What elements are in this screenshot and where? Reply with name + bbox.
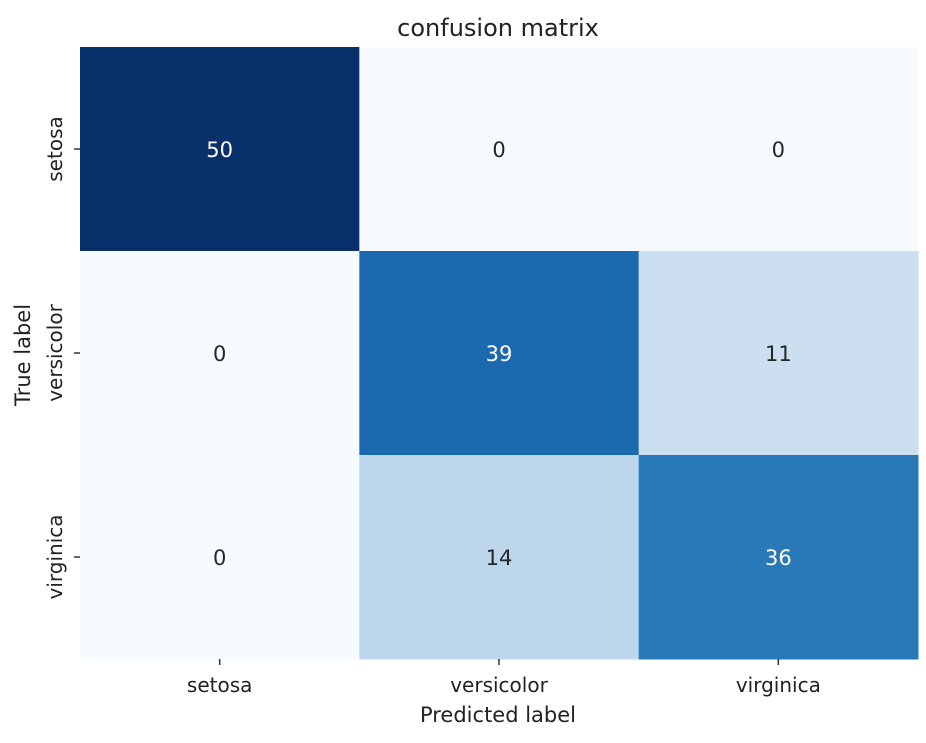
y-axis-ticks: setosa versicolor virginica xyxy=(43,116,80,600)
cell-value-labels: 50 0 0 0 39 11 0 14 36 xyxy=(206,138,791,570)
heatmap-cell-1-2 xyxy=(638,251,919,456)
heatmap-cells xyxy=(80,47,919,660)
cell-value-2-2: 36 xyxy=(765,546,792,570)
heatmap-cell-1-1 xyxy=(359,251,640,456)
x-axis-label: Predicted label xyxy=(420,703,576,727)
y-axis-label: True label xyxy=(11,304,35,407)
cell-value-0-0: 50 xyxy=(206,138,233,162)
y-tick-label-0: setosa xyxy=(43,116,67,181)
x-tick-label-0: setosa xyxy=(187,673,252,697)
chart-title: confusion matrix xyxy=(397,14,599,42)
cell-value-2-0: 0 xyxy=(213,546,226,570)
heatmap-cell-0-0 xyxy=(80,47,360,252)
y-tick-label-1: versicolor xyxy=(43,303,67,401)
y-tick-label-2: virginica xyxy=(43,515,67,600)
x-tick-label-1: versicolor xyxy=(450,673,548,697)
cell-value-1-2: 11 xyxy=(765,342,792,366)
cell-value-0-2: 0 xyxy=(772,138,785,162)
cell-value-2-1: 14 xyxy=(486,546,513,570)
cell-value-1-0: 0 xyxy=(213,342,226,366)
heatmap-cell-2-0 xyxy=(80,455,360,660)
x-axis-ticks: setosa versicolor virginica xyxy=(187,659,821,697)
heatmap-cell-0-1 xyxy=(359,47,640,252)
heatmap-cell-0-2 xyxy=(638,47,919,252)
cell-value-0-1: 0 xyxy=(492,138,505,162)
x-tick-label-2: virginica xyxy=(736,673,821,697)
cell-value-1-1: 39 xyxy=(486,342,513,366)
heatmap-cell-2-2 xyxy=(638,455,919,660)
heatmap-cell-2-1 xyxy=(359,455,640,660)
heatmap-cell-1-0 xyxy=(80,251,360,456)
